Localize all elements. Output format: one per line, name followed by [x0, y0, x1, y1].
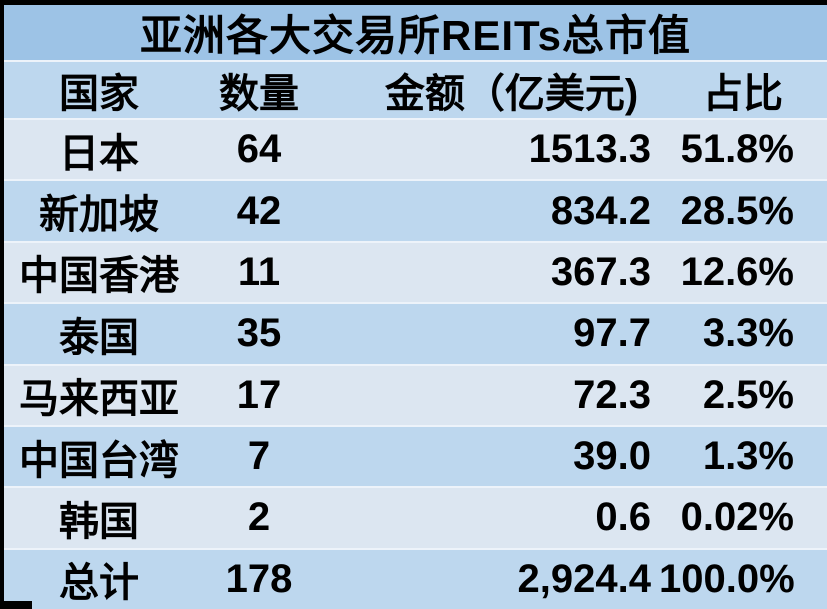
- country-cell: 中国香港: [19, 254, 179, 299]
- count-cell: 17: [236, 372, 282, 417]
- table-row: 泰国 35 97.7 3.3%: [4, 304, 827, 366]
- country-cell: 泰国: [59, 315, 139, 360]
- share-cell: 1.3%: [702, 434, 794, 479]
- share-cell: 12.6%: [680, 249, 794, 294]
- country-cell: 马来西亚: [19, 377, 179, 422]
- country-cell: 韩国: [59, 499, 139, 544]
- amount-cell: 72.3: [573, 372, 651, 417]
- table-header-row: 国家 数量 金额（亿美元) 占比: [4, 62, 827, 120]
- table-body: 日本 64 1513.3 51.8% 新加坡 42 834.2 28.5% 中国…: [4, 120, 827, 609]
- table-row: 中国台湾 7 39.0 1.3%: [4, 426, 827, 489]
- share-cell: 28.5%: [680, 188, 794, 233]
- country-cell: 中国台湾: [19, 438, 179, 483]
- table-title: 亚洲各大交易所REITs总市值: [4, 5, 827, 62]
- table-row: 马来西亚 17 72.3 2.5%: [4, 365, 827, 427]
- table-row: 中国香港 11 367.3 12.6%: [4, 242, 827, 305]
- share-cell: 3.3%: [702, 311, 794, 356]
- col-header-count: 数量: [219, 72, 299, 116]
- amount-cell: 367.3: [550, 249, 651, 294]
- count-cell: 35: [236, 311, 282, 356]
- count-cell: 11: [237, 249, 281, 294]
- count-cell: 42: [236, 188, 282, 233]
- amount-cell: 0.6: [595, 495, 651, 540]
- amount-cell: 834.2: [550, 188, 651, 233]
- country-cell: 日本: [59, 131, 139, 176]
- amount-cell: 97.7: [573, 311, 651, 356]
- table-row: 韩国 2 0.6 0.02%: [4, 488, 827, 550]
- count-cell: 7: [247, 434, 271, 479]
- table-row: 新加坡 42 834.2 28.5%: [4, 181, 827, 243]
- table-row: 日本 64 1513.3 51.8%: [4, 120, 827, 182]
- amount-cell: 2,924.4: [517, 556, 651, 601]
- share-cell: 2.5%: [702, 372, 794, 417]
- col-header-country: 国家: [59, 72, 139, 116]
- count-cell: 2: [247, 495, 271, 540]
- share-cell: 51.8%: [680, 127, 794, 172]
- share-cell: 100.0%: [659, 556, 795, 601]
- table-row: 总计 178 2,924.4 100.0%: [4, 549, 827, 609]
- country-cell: 总计: [59, 561, 139, 606]
- count-cell: 64: [236, 127, 282, 172]
- col-header-share: 占比: [703, 72, 783, 116]
- col-header-amount: 金额（亿美元): [384, 72, 639, 116]
- country-cell: 新加坡: [39, 193, 159, 238]
- bottom-left-border-fragment: [0, 601, 32, 609]
- amount-cell: 1513.3: [528, 127, 651, 172]
- share-cell: 0.02%: [680, 495, 794, 540]
- count-cell: 178: [225, 556, 293, 601]
- amount-cell: 39.0: [573, 434, 651, 479]
